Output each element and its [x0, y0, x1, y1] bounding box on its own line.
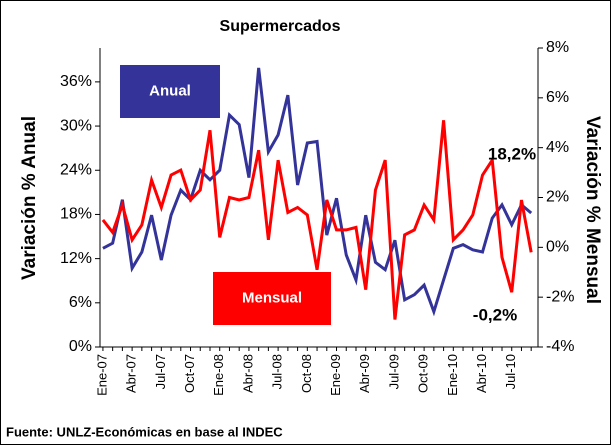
x-tick-label: Abr-07: [124, 354, 139, 393]
series-line: [101, 120, 533, 320]
y-axis-label: Variación % Anual: [19, 116, 40, 280]
x-tick-label: Abr-08: [240, 354, 255, 393]
x-tick-label: Jul-10: [503, 354, 518, 389]
y-tick-label: 36%: [60, 73, 92, 90]
y2-tick-label: 0%: [546, 239, 569, 256]
legend-box: [120, 65, 220, 118]
y2-tick-label: -2%: [546, 288, 574, 305]
y2-tick-label: 8%: [546, 39, 569, 56]
y-tick-label: 30%: [60, 117, 92, 134]
x-tick-label: Abr-10: [474, 354, 489, 393]
y-tick-label: 24%: [60, 161, 92, 178]
series-line: [102, 67, 533, 317]
y2-tick-label: 2%: [546, 189, 569, 206]
x-tick-label: Oct-09: [416, 354, 431, 393]
annotation: -0,2%: [473, 305, 517, 324]
y-tick-label: 12%: [60, 250, 92, 267]
y2-tick-label: 6%: [546, 89, 569, 106]
y-tick-label: 18%: [60, 206, 92, 223]
legend-box: [213, 272, 331, 325]
y-tick-label: 6%: [69, 294, 92, 311]
x-tick-label: Ene-09: [328, 354, 343, 396]
x-tick-label: Abr-09: [357, 354, 372, 393]
source-note: Fuente: UNLZ-Económicas en base al INDEC: [6, 424, 283, 439]
chart-title: Supermercados: [220, 18, 341, 35]
x-tick-label: Ene-10: [445, 354, 460, 396]
annotation: 18,2%: [488, 144, 536, 163]
x-tick-label: Ene-08: [211, 354, 226, 396]
x-tick-label: Jul-09: [386, 354, 401, 389]
x-tick-label: Jul-07: [153, 354, 168, 389]
y2-tick-label: -4%: [546, 338, 574, 355]
legend-label: Mensual: [242, 289, 302, 306]
x-tick-label: Oct-08: [299, 354, 314, 393]
y2-axis-label: Variación % Mensual: [582, 116, 603, 304]
y2-tick-label: 4%: [546, 139, 569, 156]
y-tick-label: 0%: [69, 338, 92, 355]
x-tick-label: Ene-07: [94, 354, 109, 396]
x-tick-label: Oct-07: [182, 354, 197, 393]
legend-label: Anual: [149, 82, 191, 99]
x-tick-label: Jul-08: [270, 354, 285, 389]
